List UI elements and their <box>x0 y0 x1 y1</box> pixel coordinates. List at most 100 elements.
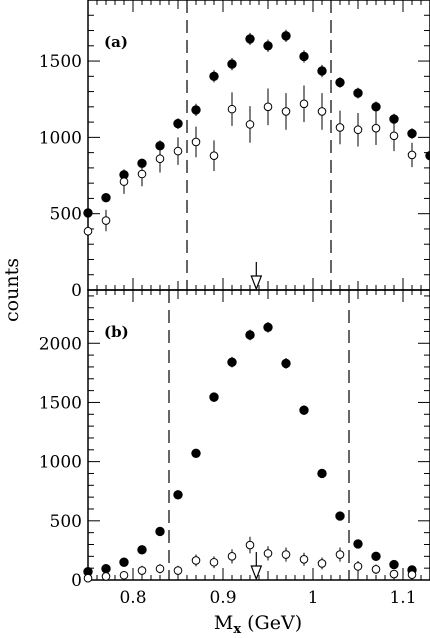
y-tick-label: 0 <box>71 571 82 591</box>
y-axis-label: counts <box>1 258 23 322</box>
data-point-filled <box>227 357 237 367</box>
y-tick-label: 0 <box>71 281 82 301</box>
data-point-open <box>227 552 237 561</box>
panel-b-label: (b) <box>104 323 129 341</box>
data-point-filled <box>407 128 417 139</box>
data-point-open <box>281 550 291 559</box>
data-point-open <box>263 102 273 112</box>
panel-b-ticks <box>87 290 430 581</box>
data-point-filled <box>245 330 255 340</box>
data-point-filled <box>299 405 309 415</box>
data-point-filled <box>317 468 327 479</box>
data-point-filled <box>281 31 291 41</box>
data-point-filled <box>335 77 345 88</box>
data-point-open <box>335 123 345 132</box>
data-point-filled <box>389 559 399 570</box>
panel-a-cut-lines <box>186 0 332 290</box>
panel-b-data <box>83 321 417 583</box>
y-tick-label: 1500 <box>39 393 82 413</box>
data-point-open <box>299 99 309 109</box>
data-point-filled <box>209 71 219 82</box>
data-point-open <box>353 125 363 135</box>
x-axis-label-unit: (GeV) <box>241 612 302 634</box>
data-point-open <box>317 107 327 116</box>
x-tick-label: 1.1 <box>389 588 416 608</box>
data-point-open <box>353 562 363 571</box>
data-point-open <box>119 570 129 580</box>
data-point-filled <box>119 557 129 567</box>
data-point-filled <box>191 105 201 115</box>
data-point-open <box>101 216 111 225</box>
data-point-filled <box>425 150 430 161</box>
x-tick-label: 0.9 <box>209 588 236 608</box>
panel-a-tick-labels: 0 500 1000 1500 <box>39 52 82 301</box>
data-point-open <box>173 146 183 156</box>
y-tick-label: 1000 <box>39 453 82 473</box>
data-point-filled <box>371 551 381 562</box>
data-point-filled <box>209 392 219 402</box>
y-tick-label: 1000 <box>39 128 82 148</box>
data-point-open <box>299 554 309 564</box>
x-axis-label-symbol: M <box>214 612 233 634</box>
data-point-open <box>371 123 381 133</box>
data-point-filled <box>317 66 327 76</box>
data-point-open <box>317 559 327 568</box>
data-point-filled <box>245 34 255 44</box>
arrow-head <box>250 565 263 581</box>
x-tick-label: 0.8 <box>119 588 146 608</box>
data-point-open <box>119 177 129 186</box>
panel-a: 0 500 1000 1500 (a) <box>39 0 430 301</box>
data-point-open <box>245 540 255 550</box>
data-point-open <box>281 107 291 116</box>
x-axis-label: Mx (GeV) <box>214 612 302 637</box>
data-point-open <box>137 169 147 179</box>
data-point-filled <box>227 59 237 69</box>
data-point-open <box>227 104 237 114</box>
data-point-filled <box>83 208 93 218</box>
y-tick-label: 500 <box>50 512 82 532</box>
data-point-open <box>335 550 345 559</box>
data-point-filled <box>101 192 111 203</box>
data-point-open <box>371 565 381 574</box>
panel-b-tick-labels: 0 500 1000 1500 2000 0.8 0.9 1 1.1 <box>39 334 417 608</box>
data-point-open <box>245 120 255 129</box>
data-point-open <box>209 151 219 160</box>
y-tick-label: 500 <box>50 205 82 225</box>
data-point-open <box>389 131 399 141</box>
data-point-open <box>407 150 417 160</box>
data-point-filled <box>353 88 363 98</box>
arrow-head <box>250 275 263 291</box>
data-point-open <box>263 549 273 558</box>
data-point-open <box>389 569 399 579</box>
data-point-filled <box>299 51 309 62</box>
data-point-open <box>191 137 201 147</box>
panel-a-label: (a) <box>104 33 128 51</box>
data-point-filled <box>353 539 363 549</box>
data-point-open <box>83 226 93 236</box>
data-point-filled <box>173 118 183 129</box>
panel-a-data <box>83 29 430 291</box>
data-point-open <box>191 556 201 565</box>
data-point-filled <box>173 490 183 500</box>
data-point-open <box>155 564 165 574</box>
data-point-filled <box>371 102 381 112</box>
data-point-open <box>173 566 183 575</box>
panel-b-cut-lines <box>168 290 350 580</box>
data-point-open <box>101 572 111 581</box>
y-tick-label: 1500 <box>39 52 82 72</box>
panel-b: 0 500 1000 1500 2000 0.8 0.9 1 1.1 (b) <box>39 289 430 608</box>
data-point-open <box>137 566 147 575</box>
data-point-filled <box>137 545 147 555</box>
data-point-filled <box>101 564 111 574</box>
x-tick-label: 1 <box>308 588 319 608</box>
data-point-open <box>407 570 417 579</box>
data-point-filled <box>263 41 273 51</box>
y-tick-label: 2000 <box>39 334 82 354</box>
data-point-open <box>155 154 165 164</box>
data-point-open <box>83 573 93 583</box>
data-point-open <box>209 557 219 567</box>
data-point-filled <box>335 511 345 521</box>
data-point-filled <box>281 358 291 369</box>
